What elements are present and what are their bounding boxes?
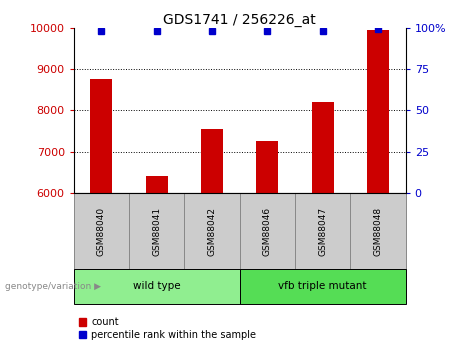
Bar [129, 193, 184, 269]
Text: GSM88046: GSM88046 [263, 207, 272, 256]
Bar [240, 269, 406, 304]
Bar [256, 141, 278, 193]
Bar [295, 193, 350, 269]
Text: wild type: wild type [133, 282, 181, 291]
Bar [312, 102, 334, 193]
Text: GSM88048: GSM88048 [373, 207, 383, 256]
Bar [240, 193, 295, 269]
Title: GDS1741 / 256226_at: GDS1741 / 256226_at [163, 12, 316, 27]
Text: vfb triple mutant: vfb triple mutant [278, 282, 367, 291]
Text: GSM88041: GSM88041 [152, 207, 161, 256]
Bar [146, 176, 168, 193]
Bar [74, 193, 129, 269]
Text: GSM88042: GSM88042 [207, 207, 217, 256]
Bar [201, 129, 223, 193]
Bar [350, 193, 406, 269]
Text: genotype/variation ▶: genotype/variation ▶ [5, 282, 100, 291]
Text: GSM88040: GSM88040 [97, 207, 106, 256]
Bar [74, 269, 240, 304]
Bar [90, 79, 112, 193]
Bar [184, 193, 240, 269]
Legend: count, percentile rank within the sample: count, percentile rank within the sample [79, 317, 256, 340]
Bar [367, 30, 389, 193]
Text: GSM88047: GSM88047 [318, 207, 327, 256]
